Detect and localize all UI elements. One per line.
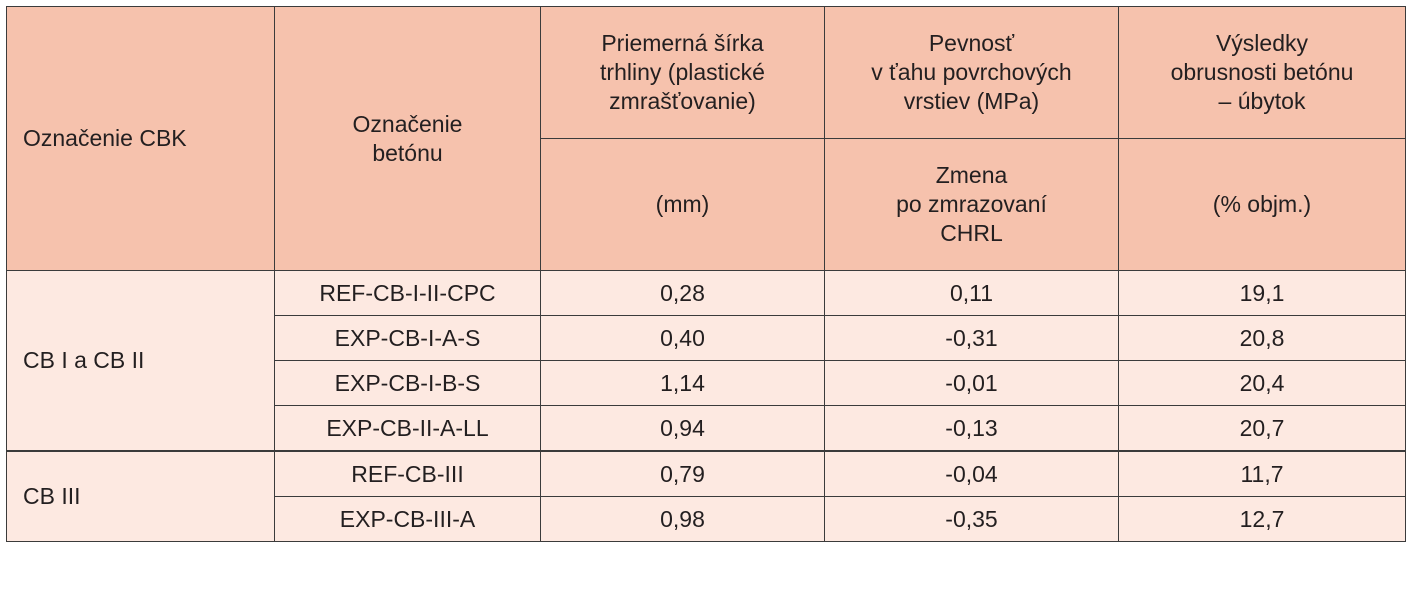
cell-strength: -0,01	[824, 360, 1119, 406]
cell-crack: 0,28	[540, 270, 825, 316]
header-crack-line: zmrašťovanie)	[609, 88, 756, 114]
header-cbk: Označenie CBK	[6, 6, 275, 271]
header-strength: Pevnosť v ťahu povrchových vrstiev (MPa)	[824, 6, 1119, 139]
header-abrasion-unit: (% objm.)	[1118, 138, 1406, 271]
cell-crack: 1,14	[540, 360, 825, 406]
cell-beton: REF-CB-I-II-CPC	[274, 270, 541, 316]
table-row: EXP-CB-I-A-S 0,40 -0,31 20,8	[7, 315, 1406, 361]
group-label: CB III	[6, 450, 275, 542]
cell-crack: 0,94	[540, 405, 825, 452]
cell-crack: 0,79	[540, 450, 825, 497]
cell-abrasion: 20,8	[1118, 315, 1406, 361]
cell-strength: 0,11	[824, 270, 1119, 316]
header-strength-sub-line: CHRL	[940, 220, 1003, 246]
table-row: EXP-CB-I-B-S 1,14 -0,01 20,4	[7, 360, 1406, 406]
cell-crack: 0,40	[540, 315, 825, 361]
header-crack-unit: (mm)	[540, 138, 825, 271]
cell-abrasion: 20,7	[1118, 405, 1406, 452]
header-abrasion-line: obrusnosti betónu	[1170, 59, 1354, 85]
results-table: Označenie CBK Označenie betónu Priemerná…	[6, 6, 1406, 542]
header-strength-line: vrstiev (MPa)	[903, 88, 1040, 114]
header-strength-line: Pevnosť	[928, 30, 1015, 56]
cell-strength: -0,04	[824, 450, 1119, 497]
cell-beton: EXP-CB-I-B-S	[274, 360, 541, 406]
header-strength-sub-line: Zmena	[935, 162, 1008, 188]
header-strength-sub-line: po zmrazovaní	[896, 191, 1047, 217]
cell-strength: -0,13	[824, 405, 1119, 452]
cell-strength: -0,35	[824, 496, 1119, 542]
header-strength-sub: Zmena po zmrazovaní CHRL	[824, 138, 1119, 271]
group-label: CB I a CB II	[6, 270, 275, 452]
cell-abrasion: 11,7	[1118, 450, 1406, 497]
header-beton: Označenie betónu	[274, 6, 541, 271]
table-row: EXP-CB-III-A 0,98 -0,35 12,7	[7, 496, 1406, 542]
header-abrasion-line: Výsledky	[1215, 30, 1309, 56]
cell-beton: EXP-CB-I-A-S	[274, 315, 541, 361]
cell-beton: EXP-CB-II-A-LL	[274, 405, 541, 452]
header-crack-line: trhliny (plastické	[600, 59, 765, 85]
table-row: CB I a CB II REF-CB-I-II-CPC 0,28 0,11 1…	[6, 270, 1406, 452]
cell-abrasion: 20,4	[1118, 360, 1406, 406]
table-row: EXP-CB-II-A-LL 0,94 -0,13 20,7	[7, 405, 1406, 452]
cell-strength: -0,31	[824, 315, 1119, 361]
header-strength-line: v ťahu povrchových	[871, 59, 1072, 85]
cell-abrasion: 19,1	[1118, 270, 1406, 316]
cell-beton: REF-CB-III	[274, 450, 541, 497]
header-abrasion-line: – úbytok	[1218, 88, 1306, 114]
cell-abrasion: 12,7	[1118, 496, 1406, 542]
header-abrasion: Výsledky obrusnosti betónu – úbytok	[1118, 6, 1406, 139]
header-crack: Priemerná šírka trhliny (plastické zmraš…	[540, 6, 825, 139]
cell-crack: 0,98	[540, 496, 825, 542]
table-row: CB III REF-CB-III 0,79 -0,04 11,7	[6, 450, 1406, 542]
header-beton-line: betónu	[372, 139, 443, 166]
header-beton-line: Označenie	[352, 110, 463, 137]
cell-beton: EXP-CB-III-A	[274, 496, 541, 542]
header-crack-line: Priemerná šírka	[601, 30, 764, 56]
